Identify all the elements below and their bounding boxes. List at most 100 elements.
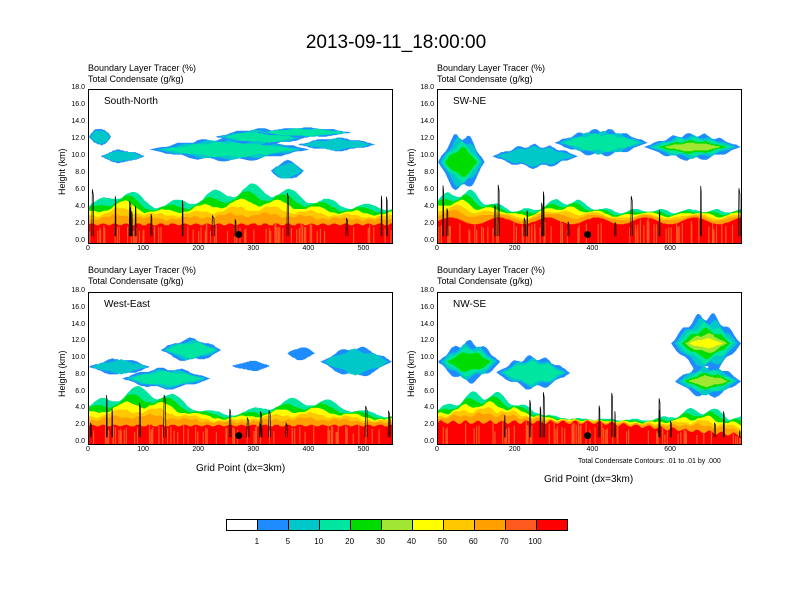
cloud-region [302, 138, 372, 151]
x-tick-label: 100 [137, 245, 149, 252]
cloud-region [287, 347, 315, 361]
colorbar-label: 60 [468, 537, 478, 546]
location-marker [584, 231, 592, 238]
condensate-contours [91, 189, 388, 237]
colorbar-swatch [506, 520, 537, 530]
boundary-layer-stripes [438, 217, 734, 243]
x-tick-label: 200 [192, 446, 205, 453]
panel-2-plot: SW-NE [437, 89, 742, 244]
x-tick-label: 0 [435, 245, 439, 252]
colorbar-label: 5 [285, 537, 291, 546]
panel-3-title-condensate: Total Condensate (g/kg) [88, 276, 184, 286]
x-tick-label: 0 [86, 446, 90, 453]
cloud-region [130, 371, 202, 386]
y-tick-label: 4.0 [424, 203, 434, 210]
x-tick-label: 500 [357, 245, 370, 252]
y-tick-label: 16.0 [71, 303, 85, 311]
cloud-region [447, 352, 491, 372]
boundary-layer-stripes [89, 223, 392, 243]
x-tick-label: 400 [302, 446, 315, 453]
panel-3-field [89, 337, 392, 444]
panel-3-name: West-East [103, 299, 151, 310]
cloud-region [688, 338, 724, 349]
y-tick-label: 0.0 [424, 237, 434, 244]
boundary-layer-stripes [93, 424, 380, 444]
y-tick-label: 4.0 [424, 404, 434, 412]
panel-3-ylabel: Height (km) [57, 350, 67, 397]
y-tick-label: 6.0 [424, 186, 434, 193]
panel-3-title-tracer: Boundary Layer Tracer (%) [88, 265, 197, 275]
panel-4-ylabel: Height (km) [406, 350, 416, 397]
x-tick-label: 300 [247, 446, 260, 453]
panel-2-title-condensate: Total Condensate (g/kg) [437, 74, 533, 84]
y-tick-label: 8.0 [75, 169, 85, 176]
y-tick-label: 14.0 [71, 118, 85, 125]
panel-4-title-condensate: Total Condensate (g/kg) [437, 276, 533, 286]
panel-4-plot: NW-SE [437, 292, 742, 445]
colorbar-swatch [475, 520, 506, 530]
colorbar-swatch [382, 520, 413, 530]
x-tick-label: 200 [508, 245, 521, 252]
colorbar-label: 100 [528, 537, 542, 546]
x-tick-label: 400 [302, 245, 315, 252]
panel-4-name: NW-SE [452, 299, 488, 310]
colorbar-swatch [351, 520, 382, 530]
cloud-region [264, 129, 344, 136]
cloud-region [272, 163, 303, 179]
colorbar-swatch [444, 520, 475, 530]
y-tick-label: 2.0 [424, 220, 434, 227]
y-tick-label: 2.0 [75, 421, 85, 429]
cloud-region [563, 133, 639, 153]
contour-footnote: Total Condensate Contours: .01 to .01 by… [578, 458, 721, 465]
main-title: 2013-09-11_18:00:00 [305, 32, 487, 53]
panel-4-title-tracer: Boundary Layer Tracer (%) [437, 265, 546, 275]
y-tick-label: 12.0 [420, 135, 434, 142]
y-tick-label: 6.0 [75, 186, 85, 193]
y-tick-label: 10.0 [71, 152, 85, 159]
y-tick-label: 8.0 [424, 370, 434, 378]
location-marker [235, 231, 243, 238]
y-tick-label: 6.0 [424, 387, 434, 395]
panel-4-xlabel: Grid Point (dx=3km) [544, 474, 634, 485]
colorbar [226, 519, 568, 531]
x-tick-label: 500 [357, 446, 370, 453]
y-tick-label: 12.0 [420, 337, 434, 345]
y-tick-label: 14.0 [420, 118, 434, 125]
y-tick-label: 4.0 [75, 404, 85, 412]
x-tick-label: 200 [192, 245, 205, 252]
y-tick-label: 4.0 [75, 203, 85, 210]
y-tick-label: 16.0 [71, 101, 85, 108]
y-tick-label: 10.0 [71, 354, 85, 362]
x-tick-label: 400 [586, 245, 599, 252]
panel-1-field [89, 127, 392, 243]
y-tick-label: 0.0 [75, 237, 85, 244]
x-tick-label: 400 [586, 446, 599, 453]
panel-1-name: South-North [103, 96, 159, 107]
y-tick-label: 18.0 [71, 287, 85, 294]
panel-1-plot: South-North [88, 89, 393, 244]
y-tick-label: 18.0 [420, 287, 434, 294]
y-tick-label: 14.0 [71, 320, 85, 328]
x-tick-label: 600 [664, 245, 676, 252]
y-tick-label: 2.0 [75, 220, 85, 227]
x-tick-label: 0 [86, 245, 90, 252]
colorbar-label: 20 [345, 537, 355, 546]
y-tick-label: 0.0 [75, 438, 85, 445]
colorbar-label: 10 [314, 537, 324, 546]
colorbar-swatch [227, 520, 258, 530]
colorbar-swatch [537, 520, 567, 530]
colorbar-label: 70 [499, 537, 509, 546]
y-tick-label: 12.0 [71, 337, 85, 345]
panel-2-name: SW-NE [452, 96, 488, 107]
cloud-region [165, 141, 294, 158]
panel-2-title-tracer: Boundary Layer Tracer (%) [437, 63, 546, 73]
colorbar-label: 40 [407, 537, 416, 546]
panel-4-field [438, 313, 741, 444]
x-tick-label: 0 [435, 446, 439, 453]
panel-1-ylabel: Height (km) [57, 148, 67, 195]
cloud-region [102, 151, 142, 162]
cloud-region [90, 130, 110, 144]
y-tick-label: 18.0 [420, 84, 434, 91]
colorbar-swatch [289, 520, 320, 530]
colorbar-swatch [258, 520, 289, 530]
